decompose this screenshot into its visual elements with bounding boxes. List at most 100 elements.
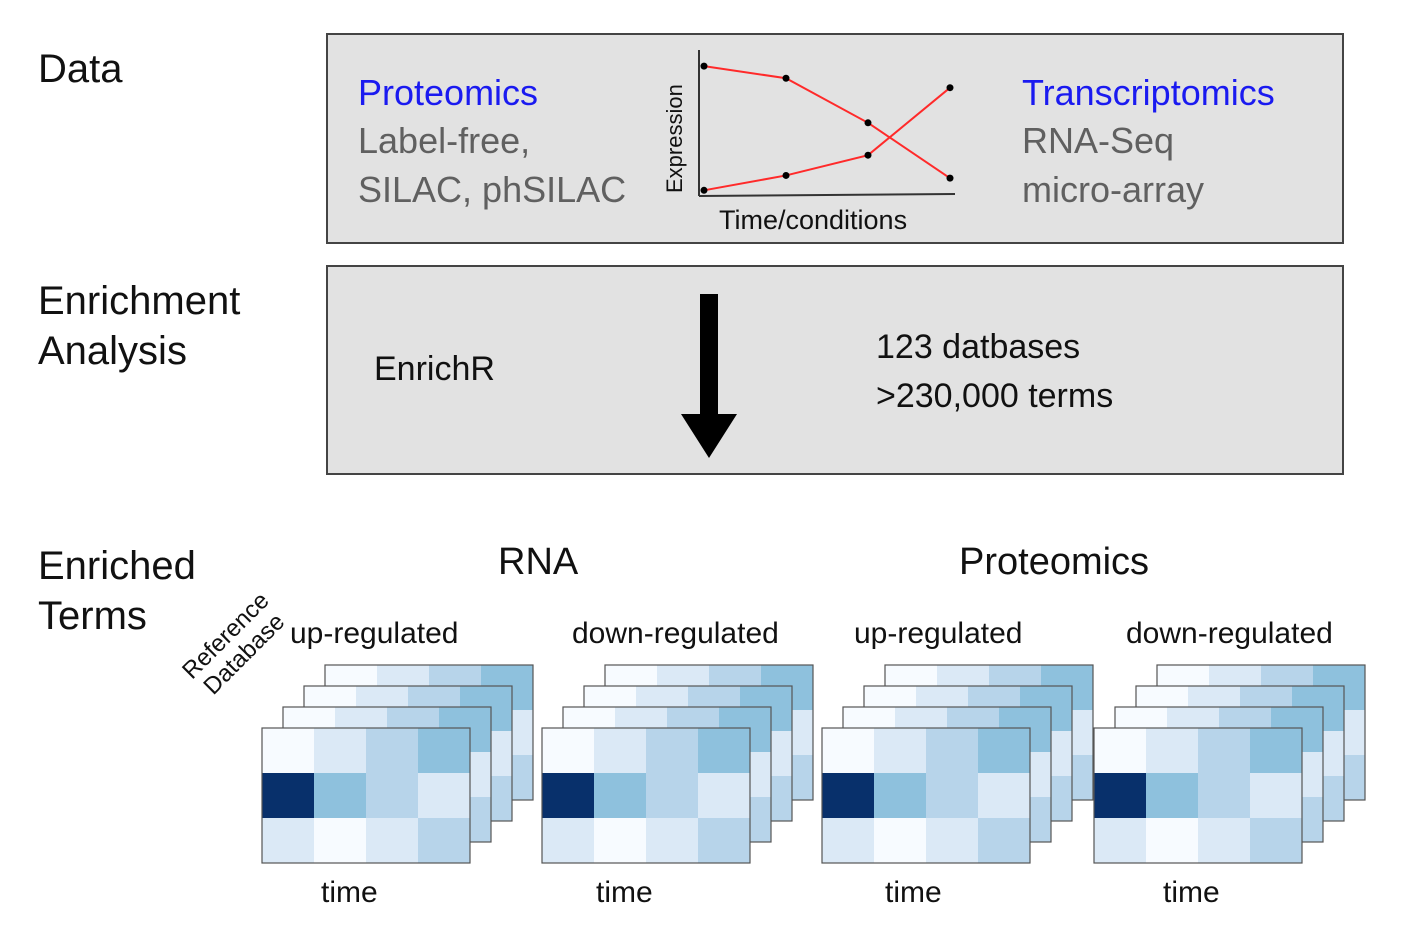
term-count: >230,000 terms — [876, 377, 1114, 415]
heatmap-stack-4 — [1093, 664, 1366, 864]
heatmap-cell — [1146, 818, 1199, 864]
chart-x-axis — [698, 193, 956, 197]
heatmap-cell — [1198, 728, 1251, 774]
panel-label-prot-up: up-regulated — [854, 617, 1023, 650]
analysis-panel: EnrichR 123 datbases >230,000 terms — [326, 265, 1344, 475]
heatmap-cell — [1198, 773, 1251, 819]
heatmap-cell — [418, 773, 471, 819]
heatmap-cell — [978, 728, 1031, 774]
time-label-4: time — [1163, 876, 1220, 909]
heatmap-layer-1-4 — [261, 727, 471, 864]
heatmap-cell — [542, 773, 595, 819]
row-label-enrichment-line1: Enrichment — [38, 279, 241, 323]
heatmap-cell — [594, 728, 647, 774]
heatmap-cell — [978, 818, 1031, 864]
arrow-shaft — [700, 294, 718, 418]
row-label-enriched-terms: Enriched Terms — [38, 541, 196, 641]
heatmap-cell — [1250, 773, 1303, 819]
heatmap-cell — [874, 728, 927, 774]
heatmap-cell — [874, 773, 927, 819]
heatmap-cell — [1094, 728, 1147, 774]
heatmap-cell — [822, 773, 875, 819]
heatmap-layer-3-4 — [821, 727, 1031, 864]
heatmap-cell — [314, 773, 367, 819]
heatmap-cell — [418, 728, 471, 774]
heatmap-frame — [1093, 727, 1303, 864]
proteomics-method-2: SILAC, phSILAC — [358, 169, 627, 210]
heatmap-cell — [366, 818, 419, 864]
heatmap-stack-3 — [821, 664, 1094, 864]
heatmap-cell — [698, 773, 751, 819]
heatmap-cell — [542, 728, 595, 774]
transcriptomics-method-1: RNA-Seq — [1022, 120, 1175, 161]
heatmap-cell — [1146, 773, 1199, 819]
transcriptomics-method-2: micro-array — [1022, 169, 1205, 210]
heatmap-cell — [1094, 773, 1147, 819]
chart-series-group — [700, 62, 954, 194]
chart-x-axis-label: Time/conditions — [719, 205, 907, 235]
chart-point-s2-2 — [782, 171, 790, 179]
transcriptomics-title: Transcriptomics — [1022, 72, 1275, 113]
heatmap-stack-2 — [541, 664, 814, 864]
heatmap-frame — [821, 727, 1031, 864]
chart-point-s2-4 — [946, 84, 954, 92]
heatmap-cell — [314, 818, 367, 864]
heatmap-cell — [646, 728, 699, 774]
heatmap-cell — [926, 773, 979, 819]
heatmap-cell — [646, 773, 699, 819]
chart-series-line-1 — [703, 65, 951, 179]
group-heading-rna: RNA — [498, 541, 579, 583]
time-label-2: time — [596, 876, 653, 909]
heatmap-cell — [262, 818, 315, 864]
chart-series-line-2 — [703, 86, 951, 192]
chart-point-s1-2 — [782, 74, 790, 82]
heatmap-layer-4-4 — [1093, 727, 1303, 864]
chart-point-s1-4 — [946, 174, 954, 182]
heatmap-cell — [366, 773, 419, 819]
proteomics-method-1: Label-free, — [358, 120, 531, 161]
heatmap-cell — [314, 728, 367, 774]
heatmap-cell — [594, 818, 647, 864]
heatmap-frame — [541, 727, 751, 864]
chart-y-axis-label: Expression — [662, 84, 687, 193]
row-label-enrichment-analysis: Enrichment Analysis — [38, 276, 240, 376]
heatmap-cell — [366, 728, 419, 774]
row-label-data: Data — [38, 47, 123, 91]
database-count: 123 datbases — [876, 328, 1081, 366]
heatmap-cell — [926, 728, 979, 774]
enrichr-label: EnrichR — [374, 350, 495, 388]
heatmap-cell — [262, 728, 315, 774]
arrow-head — [681, 414, 737, 458]
heatmap-cell — [1250, 818, 1303, 864]
time-label-1: time — [321, 876, 378, 909]
heatmap-cell — [646, 818, 699, 864]
heatmap-cell — [594, 773, 647, 819]
chart-point-s1-1 — [700, 62, 708, 70]
heatmap-cell — [1146, 728, 1199, 774]
row-label-terms-line1: Enriched — [38, 544, 196, 588]
chart-point-s2-3 — [864, 151, 872, 159]
heatmap-cell — [1094, 818, 1147, 864]
heatmap-layer-2-4 — [541, 727, 751, 864]
heatmap-cell — [822, 818, 875, 864]
heatmap-cell — [418, 818, 471, 864]
chart-point-s2-1 — [700, 186, 708, 194]
heatmap-cell — [926, 818, 979, 864]
heatmap-stack-1 — [261, 664, 534, 864]
chart-point-s1-3 — [864, 119, 872, 127]
heatmap-cell — [978, 773, 1031, 819]
heatmap-frame — [261, 727, 471, 864]
time-label-3: time — [885, 876, 942, 909]
panel-label-prot-down: down-regulated — [1126, 617, 1333, 650]
heatmap-cell — [1198, 818, 1251, 864]
heatmap-cell — [262, 773, 315, 819]
heatmap-cell — [698, 728, 751, 774]
row-label-terms-line2: Terms — [38, 594, 147, 638]
data-panel: Proteomics Label-free, SILAC, phSILAC Tr… — [326, 33, 1344, 244]
panel-label-rna-up: up-regulated — [290, 617, 459, 650]
proteomics-title: Proteomics — [358, 72, 539, 113]
panel-label-rna-down: down-regulated — [572, 617, 779, 650]
